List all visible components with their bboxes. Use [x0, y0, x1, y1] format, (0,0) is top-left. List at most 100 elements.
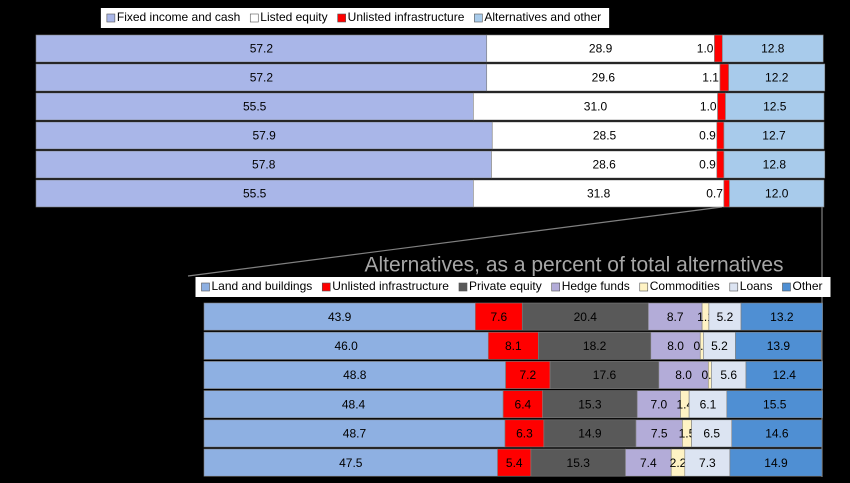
bar-segment [703, 331, 736, 360]
legend-swatch [321, 282, 331, 292]
data-label: 1.1 [702, 71, 719, 85]
bar-segment [719, 63, 729, 92]
data-label: 57.2 [250, 42, 274, 56]
bar-segment [723, 150, 826, 179]
data-label: 6.5 [703, 427, 720, 441]
data-label: 7.0 [651, 397, 668, 411]
bar-segment [716, 121, 725, 150]
bar-segment [543, 419, 637, 448]
data-label: 15.3 [578, 397, 602, 411]
legend-swatch [249, 13, 259, 23]
data-label: 46.0 [334, 339, 358, 353]
data-label: 28.5 [593, 129, 617, 143]
bar-segment [35, 150, 492, 179]
data-label: 5.2 [717, 310, 734, 324]
bar-segment [203, 448, 498, 477]
legend-swatch [337, 13, 346, 23]
bar-segment [549, 361, 660, 389]
legend-box [195, 277, 831, 297]
bar-segment [530, 448, 626, 477]
legend-label: Loans [740, 279, 773, 293]
bar-segment [725, 92, 825, 121]
data-label: 7.4 [640, 456, 657, 470]
data-label: 12.8 [761, 42, 785, 56]
data-label: 6.3 [516, 427, 533, 441]
data-label: 48.7 [343, 427, 367, 441]
bar-segment [691, 419, 733, 448]
legend-box [100, 8, 610, 28]
data-label: 47.5 [339, 456, 363, 470]
bar-segment [708, 302, 742, 331]
bar-segment [35, 179, 474, 208]
data-label: 0.9 [699, 129, 716, 143]
legend-label: Fixed income and cash [117, 10, 240, 24]
legend-swatch [551, 282, 560, 292]
data-label: 12.5 [763, 100, 787, 114]
data-label: 7.6 [490, 310, 507, 324]
legend-swatch [729, 282, 739, 292]
legend-swatch [639, 282, 649, 292]
bar-segment [684, 448, 731, 477]
bar-segment [486, 63, 721, 92]
chart-title: Alternatives, as a percent of total alte… [364, 254, 783, 277]
bar-segment [491, 121, 718, 150]
data-label: 43.9 [328, 310, 352, 324]
data-label: 12.4 [773, 368, 797, 382]
data-label: 57.8 [252, 158, 276, 172]
bar-segment [625, 448, 672, 477]
bar-segment [723, 179, 730, 208]
data-label: 55.5 [243, 100, 267, 114]
bar-segment [538, 331, 652, 360]
bar-segment [650, 331, 701, 360]
data-label: 7.2 [519, 368, 536, 382]
data-label: 12.0 [765, 187, 789, 201]
bar-segment [716, 150, 725, 179]
bar-segment [726, 390, 823, 419]
bar-segment [35, 92, 474, 121]
data-label: 1.0 [697, 42, 714, 56]
bar-segment [475, 302, 523, 331]
data-label: 12.7 [762, 129, 786, 143]
data-label: 8.0 [667, 339, 684, 353]
data-label: 0.9 [699, 158, 716, 172]
data-label: 6.1 [700, 397, 717, 411]
bar-segment [35, 63, 488, 92]
legend-label: Hedge funds [562, 279, 630, 293]
data-label: 7.5 [651, 427, 668, 441]
data-label: 8.7 [667, 310, 684, 324]
data-label: 57.2 [250, 71, 274, 85]
bar-segment [717, 92, 726, 121]
data-label: 31.8 [587, 187, 611, 201]
bar-segment [504, 419, 545, 448]
data-label: 5.2 [711, 339, 728, 353]
bar-segment [486, 34, 715, 63]
legend-label: Unlisted infrastructure [332, 279, 449, 293]
legend-label: Private equity [469, 279, 542, 293]
legend-swatch [474, 13, 483, 23]
bar-segment [473, 179, 725, 208]
data-label: 7.3 [699, 456, 716, 470]
bar-segment [731, 419, 823, 448]
data-label: 18.2 [583, 339, 607, 353]
data-label: 48.8 [343, 368, 367, 382]
bar-segment [714, 34, 723, 63]
data-label: 28.6 [592, 158, 616, 172]
bar-segment [735, 331, 822, 360]
legend-swatch [458, 282, 468, 292]
bar-segment [728, 63, 826, 92]
bar-segment [745, 361, 823, 389]
data-label: 48.4 [342, 397, 366, 411]
data-label: 6.4 [515, 397, 532, 411]
bar-segment [473, 92, 718, 121]
data-label: 0.7 [706, 187, 723, 201]
data-label: 13.9 [767, 339, 791, 353]
bar-segment [688, 390, 728, 419]
bar-segment [35, 121, 493, 150]
data-label: 55.5 [243, 187, 267, 201]
data-label: 20.4 [574, 310, 598, 324]
data-label: 15.5 [763, 397, 787, 411]
data-label: 31.0 [584, 100, 608, 114]
data-label: 12.8 [763, 158, 787, 172]
legend-label: Other [792, 279, 822, 293]
legend-swatch [106, 13, 116, 23]
